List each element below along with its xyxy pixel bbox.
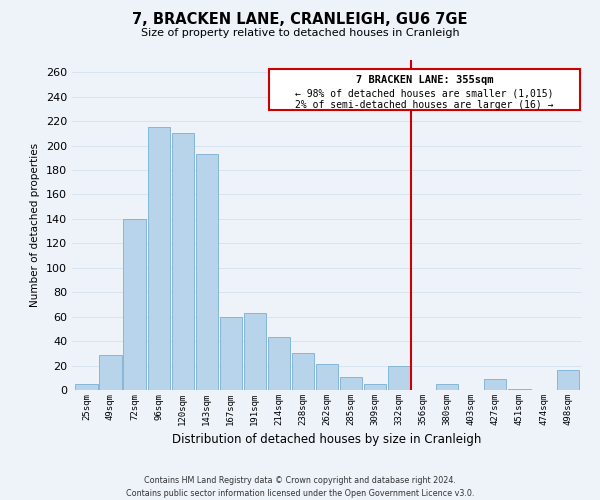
Bar bbox=[172, 134, 194, 390]
Bar bbox=[268, 338, 290, 390]
X-axis label: Distribution of detached houses by size in Cranleigh: Distribution of detached houses by size … bbox=[172, 434, 482, 446]
Y-axis label: Number of detached properties: Number of detached properties bbox=[31, 143, 40, 307]
Bar bbox=[100, 354, 122, 390]
Bar bbox=[436, 384, 458, 390]
Bar bbox=[340, 376, 362, 390]
Text: ← 98% of detached houses are smaller (1,015): ← 98% of detached houses are smaller (1,… bbox=[295, 88, 554, 98]
Text: 7, BRACKEN LANE, CRANLEIGH, GU6 7GE: 7, BRACKEN LANE, CRANLEIGH, GU6 7GE bbox=[132, 12, 468, 28]
Bar bbox=[484, 379, 506, 390]
Bar bbox=[316, 364, 338, 390]
Bar bbox=[196, 154, 218, 390]
Bar bbox=[388, 366, 410, 390]
Bar bbox=[148, 127, 170, 390]
FancyBboxPatch shape bbox=[269, 68, 580, 110]
Bar bbox=[292, 354, 314, 390]
Text: 2% of semi-detached houses are larger (16) →: 2% of semi-detached houses are larger (1… bbox=[295, 100, 554, 110]
Bar bbox=[76, 384, 98, 390]
Bar bbox=[508, 389, 530, 390]
Bar bbox=[244, 313, 266, 390]
Bar bbox=[364, 384, 386, 390]
Text: 7 BRACKEN LANE: 355sqm: 7 BRACKEN LANE: 355sqm bbox=[356, 74, 493, 85]
Text: Contains HM Land Registry data © Crown copyright and database right 2024.
Contai: Contains HM Land Registry data © Crown c… bbox=[126, 476, 474, 498]
Bar bbox=[557, 370, 578, 390]
Text: Size of property relative to detached houses in Cranleigh: Size of property relative to detached ho… bbox=[140, 28, 460, 38]
Bar bbox=[124, 219, 146, 390]
Bar bbox=[220, 316, 242, 390]
